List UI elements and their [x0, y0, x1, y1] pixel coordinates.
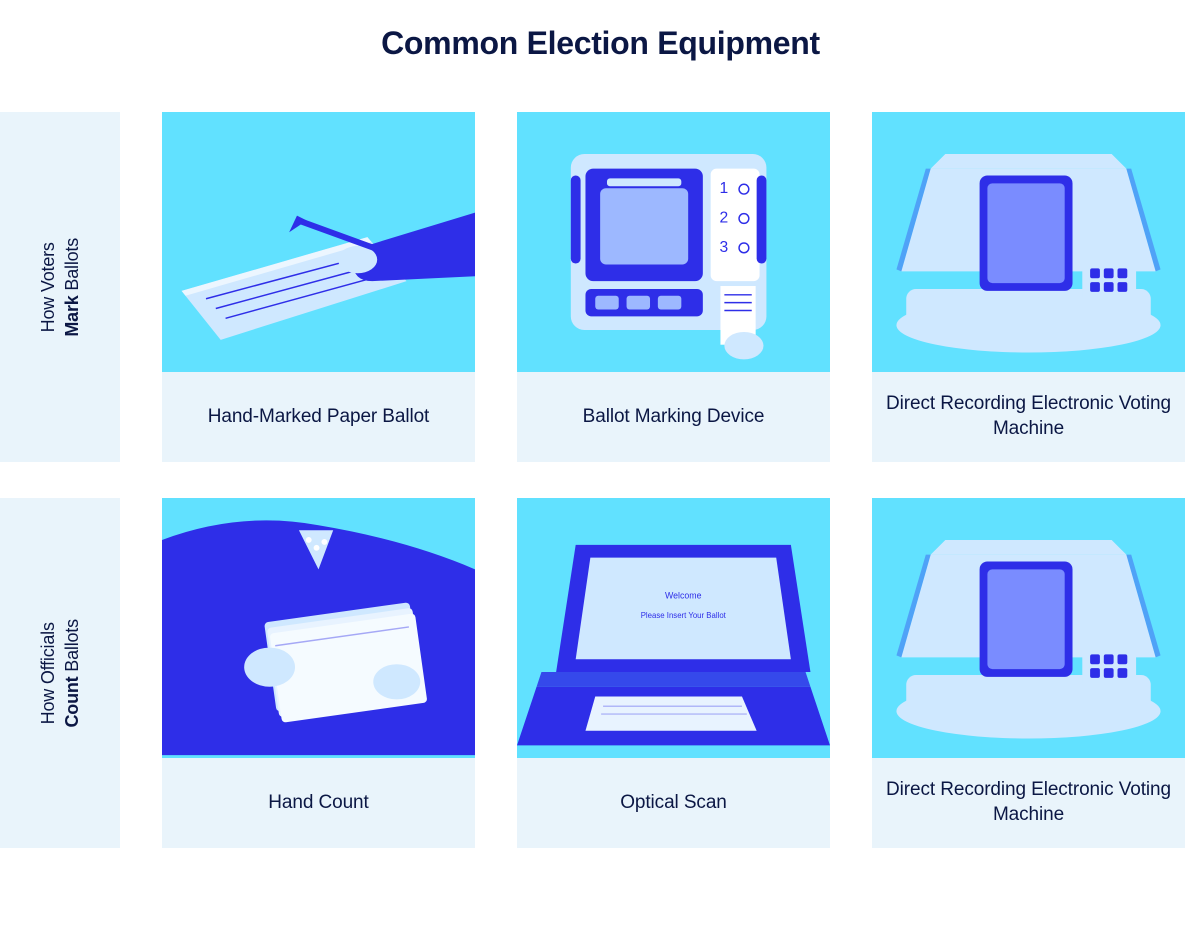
image-paper-ballot	[162, 112, 475, 372]
dre-machine-icon	[872, 498, 1185, 758]
sidebar-line2-rest: Ballots	[62, 619, 82, 676]
cell-dre-bottom: Direct Recording Electronic Voting Machi…	[872, 498, 1185, 848]
svg-text:1: 1	[719, 180, 728, 197]
image-dre-bottom	[872, 498, 1185, 758]
paper-ballot-icon	[162, 112, 475, 372]
label-dre-bottom: Direct Recording Electronic Voting Machi…	[872, 758, 1185, 848]
label-optical-scan: Optical Scan	[517, 758, 830, 848]
svg-text:Welcome: Welcome	[665, 591, 702, 601]
sidebar-label-mark: How Voters Mark Ballots	[36, 238, 85, 337]
row-sidebar-count: How Officials Count Ballots	[0, 498, 120, 848]
image-hand-count	[162, 498, 475, 758]
svg-text:2: 2	[719, 209, 728, 226]
dre-machine-icon	[872, 112, 1185, 372]
sidebar-bold-word: Mark	[62, 295, 82, 336]
sidebar-line2-rest: Ballots	[62, 238, 82, 295]
page-title: Common Election Equipment	[0, 25, 1201, 62]
cell-optical-scan: Welcome Please Insert Your Ballot Optica…	[517, 498, 830, 848]
label-hand-count: Hand Count	[162, 758, 475, 848]
label-dre-top: Direct Recording Electronic Voting Machi…	[872, 372, 1185, 462]
equipment-grid: How Voters Mark Ballots	[0, 112, 1201, 848]
cell-hand-count: Hand Count	[162, 498, 475, 848]
sidebar-line1: How Officials	[38, 622, 58, 724]
optical-scan-icon: Welcome Please Insert Your Ballot	[517, 498, 830, 758]
cell-dre-top: Direct Recording Electronic Voting Machi…	[872, 112, 1185, 462]
svg-text:Please Insert Your Ballot: Please Insert Your Ballot	[641, 611, 727, 620]
image-optical-scan: Welcome Please Insert Your Ballot	[517, 498, 830, 758]
svg-text:3: 3	[719, 239, 728, 256]
image-marking-device: 1 2 3	[517, 112, 830, 372]
label-marking-device: Ballot Marking Device	[517, 372, 830, 462]
image-dre-top	[872, 112, 1185, 372]
cell-paper-ballot: Hand-Marked Paper Ballot	[162, 112, 475, 462]
cell-marking-device: 1 2 3 Ballot Ma	[517, 112, 830, 462]
label-paper-ballot: Hand-Marked Paper Ballot	[162, 372, 475, 462]
marking-device-icon: 1 2 3	[517, 112, 830, 372]
row-sidebar-mark: How Voters Mark Ballots	[0, 112, 120, 462]
hand-count-icon	[162, 498, 475, 758]
sidebar-bold-word: Count	[62, 676, 82, 727]
sidebar-label-count: How Officials Count Ballots	[36, 619, 85, 727]
sidebar-line1: How Voters	[38, 242, 58, 332]
